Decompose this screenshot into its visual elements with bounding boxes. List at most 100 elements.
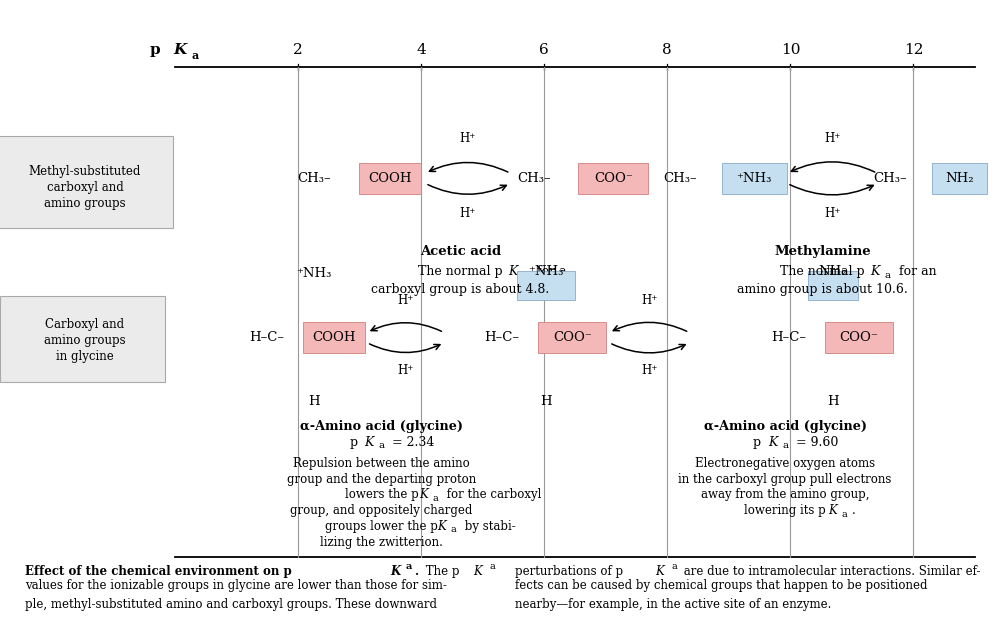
Text: H⁺: H⁺ [641,294,657,307]
Text: by stabi-: by stabi- [461,520,516,533]
Text: Methylamine: Methylamine [774,245,871,258]
Text: are due to intramolecular interactions. Similar ef-: are due to intramolecular interactions. … [680,565,980,578]
FancyBboxPatch shape [825,322,893,353]
Text: The normal p: The normal p [418,266,503,278]
Text: K: K [419,489,428,501]
FancyBboxPatch shape [517,271,575,300]
Text: COO⁻: COO⁻ [553,331,592,344]
Text: for the carboxyl: for the carboxyl [443,489,542,501]
Text: H–C–: H–C– [249,331,284,344]
Text: ⁺NH₃: ⁺NH₃ [296,268,332,280]
Text: a: a [782,441,788,450]
Text: group, and oppositely charged: group, and oppositely charged [290,505,473,517]
Text: K: K [437,520,446,533]
Text: K: K [655,565,664,578]
Text: = 9.60: = 9.60 [792,436,838,449]
Text: K: K [828,505,837,517]
Text: a: a [884,271,890,280]
Text: 2: 2 [293,43,303,57]
Text: H⁺: H⁺ [460,132,476,145]
Text: a: a [192,50,199,61]
Text: H: H [308,395,320,408]
Text: Acetic acid: Acetic acid [420,245,501,258]
FancyBboxPatch shape [578,163,648,194]
Text: Methyl-substituted: Methyl-substituted [29,166,141,178]
Text: H⁺: H⁺ [460,207,476,220]
FancyBboxPatch shape [0,296,165,382]
Text: amino groups: amino groups [44,197,126,210]
Text: COO⁻: COO⁻ [839,331,878,344]
Text: H⁺: H⁺ [397,364,414,377]
FancyBboxPatch shape [932,163,987,194]
Text: lowering its p: lowering its p [744,505,826,517]
Text: lowers the p: lowers the p [345,489,418,501]
Text: ⁺NH₃: ⁺NH₃ [737,172,772,185]
Text: Carboxyl and: Carboxyl and [45,318,125,331]
Text: COOH: COOH [312,331,356,344]
Text: Repulsion between the amino: Repulsion between the amino [293,457,470,469]
Text: The p: The p [422,565,460,578]
Text: a: a [450,526,456,534]
Text: = 2.34: = 2.34 [388,436,435,449]
Text: a: a [406,562,412,571]
Text: groups lower the p: groups lower the p [325,520,438,533]
FancyBboxPatch shape [303,322,365,353]
Text: a: a [841,510,847,519]
Text: Electronegative oxygen atoms: Electronegative oxygen atoms [695,457,875,469]
Text: CH₃–: CH₃– [874,172,907,185]
Text: fects can be caused by chemical groups that happen to be positioned
nearby—for e: fects can be caused by chemical groups t… [515,579,928,611]
Text: H: H [827,395,839,408]
Text: in glycine: in glycine [56,350,114,363]
Text: K: K [768,436,777,449]
Text: amino group is about 10.6.: amino group is about 10.6. [737,283,908,296]
Text: a: a [522,271,529,280]
Text: in the carboxyl group pull electrons: in the carboxyl group pull electrons [678,473,892,485]
Text: perturbations of p: perturbations of p [515,565,623,578]
Text: 4: 4 [416,43,426,57]
Text: values for the ionizable groups in glycine are lower than those for sim-
ple, me: values for the ionizable groups in glyci… [25,579,447,611]
Text: 6: 6 [539,43,549,57]
Text: The normal p: The normal p [780,266,865,278]
Text: COOH: COOH [369,172,412,185]
Text: a: a [378,441,385,450]
Text: K: K [173,43,186,57]
Text: H⁺: H⁺ [824,132,840,145]
Text: 10: 10 [781,43,800,57]
Text: a: a [432,494,438,503]
Text: .: . [852,505,856,517]
FancyBboxPatch shape [359,163,421,194]
Text: H⁺: H⁺ [397,294,414,307]
Text: p: p [349,436,358,449]
Text: α-Amino acid (glycine): α-Amino acid (glycine) [704,420,867,433]
Text: carboxyl and: carboxyl and [47,182,123,194]
Text: .: . [415,565,419,578]
Text: K: K [473,565,482,578]
Text: NH₂: NH₂ [945,172,974,185]
Text: ⁺NH₃: ⁺NH₃ [529,265,564,278]
Text: group and the departing proton: group and the departing proton [287,473,476,485]
Text: a: a [489,562,495,571]
Text: carboxyl group is about 4.8.: carboxyl group is about 4.8. [371,283,550,296]
Text: p: p [753,436,761,449]
FancyBboxPatch shape [0,136,173,228]
Text: H–C–: H–C– [484,331,519,344]
Text: K: K [508,266,518,278]
Text: a: a [671,562,677,571]
Text: H–C–: H–C– [771,331,806,344]
Text: CH₃–: CH₃– [297,172,330,185]
Text: p: p [149,43,160,57]
Text: K: K [364,436,374,449]
Text: H: H [540,395,552,408]
Text: K: K [390,565,400,578]
Text: 8: 8 [662,43,672,57]
Text: CH₃–: CH₃– [664,172,697,185]
FancyBboxPatch shape [808,271,858,300]
Text: COO⁻: COO⁻ [594,172,633,185]
Text: NH₂: NH₂ [818,265,847,278]
Text: α-Amino acid (glycine): α-Amino acid (glycine) [300,420,463,433]
Text: amino groups: amino groups [44,334,126,347]
FancyBboxPatch shape [722,163,787,194]
Text: H⁺: H⁺ [641,364,657,377]
Text: CH₃–: CH₃– [517,172,550,185]
Text: away from the amino group,: away from the amino group, [701,489,869,501]
